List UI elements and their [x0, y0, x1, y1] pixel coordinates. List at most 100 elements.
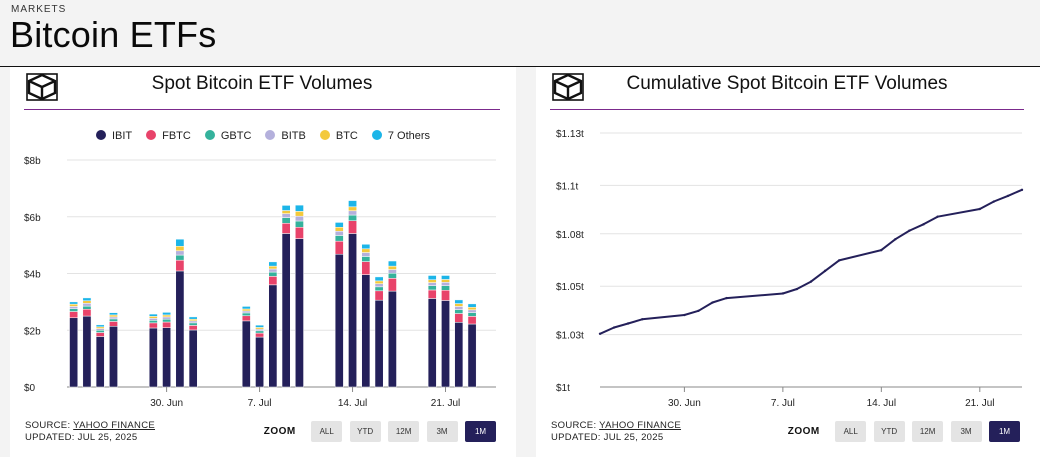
line-point[interactable]: [725, 296, 728, 300]
legend-item[interactable]: FBTC: [146, 130, 191, 142]
bar-segment[interactable]: [69, 311, 79, 319]
bar-segment[interactable]: [441, 285, 450, 291]
bar-segment[interactable]: [95, 324, 105, 328]
bar-segment[interactable]: [268, 265, 278, 270]
legend-item[interactable]: BTC: [319, 130, 358, 142]
bar-segment[interactable]: [241, 306, 251, 310]
bar-segment[interactable]: [148, 322, 158, 329]
bar-segment[interactable]: [467, 323, 477, 388]
bar-segment[interactable]: [268, 284, 278, 388]
bar-segment[interactable]: [188, 322, 198, 326]
bar-segment[interactable]: [268, 261, 278, 267]
bar-segment[interactable]: [281, 217, 291, 224]
bar-segment[interactable]: [69, 301, 79, 305]
bar-segment[interactable]: [281, 213, 291, 218]
bar-segment[interactable]: [109, 321, 118, 327]
bar-segment[interactable]: [175, 254, 185, 261]
bar-segment[interactable]: [295, 220, 304, 228]
bar-segment[interactable]: [334, 226, 344, 232]
bar-segment[interactable]: [388, 265, 397, 270]
bar-segment[interactable]: [268, 268, 278, 273]
bar-segment[interactable]: [454, 322, 464, 388]
bar-segment[interactable]: [188, 318, 198, 322]
bar-segment[interactable]: [255, 336, 264, 388]
bar-segment[interactable]: [348, 233, 357, 388]
bar-segment[interactable]: [95, 330, 105, 333]
bar-segment[interactable]: [454, 309, 464, 314]
bar-segment[interactable]: [374, 299, 384, 388]
bar-segment[interactable]: [427, 298, 437, 388]
bar-segment[interactable]: [374, 290, 384, 301]
legend-item[interactable]: 7 Others: [371, 130, 430, 142]
line-point[interactable]: [837, 259, 841, 262]
zoom-all-button[interactable]: ALL: [311, 421, 343, 442]
bar-segment[interactable]: [295, 211, 304, 217]
bar-segment[interactable]: [255, 327, 264, 330]
bar-segment[interactable]: [241, 310, 251, 314]
line-point[interactable]: [823, 269, 827, 273]
bar-segment[interactable]: [255, 324, 264, 328]
bar-segment[interactable]: [162, 321, 171, 328]
line-point[interactable]: [992, 200, 996, 203]
line-point[interactable]: [1020, 188, 1024, 192]
bar-segment[interactable]: [109, 314, 118, 318]
bar-segment[interactable]: [348, 200, 357, 208]
bar-segment[interactable]: [175, 238, 185, 247]
bar-segment[interactable]: [454, 299, 464, 304]
bar-segment[interactable]: [69, 303, 79, 307]
bar-segment[interactable]: [361, 256, 371, 262]
bar-segment[interactable]: [281, 223, 291, 234]
bar-segment[interactable]: [441, 275, 450, 280]
bar-segment[interactable]: [454, 303, 464, 307]
bar-segment[interactable]: [467, 307, 477, 311]
line-point[interactable]: [683, 313, 686, 317]
bar-segment[interactable]: [388, 260, 397, 267]
zoom-all-button[interactable]: ALL: [835, 421, 867, 442]
bar-segment[interactable]: [388, 269, 397, 274]
bar-segment[interactable]: [427, 275, 437, 280]
bar-segment[interactable]: [241, 312, 251, 317]
bar-segment[interactable]: [148, 316, 158, 319]
bar-segment[interactable]: [281, 210, 291, 214]
bar-segment[interactable]: [374, 276, 384, 282]
zoom-1m-button[interactable]: 1M: [989, 421, 1020, 442]
zoom-3m-button[interactable]: 3M: [426, 421, 458, 442]
bar-segment[interactable]: [162, 314, 171, 318]
bar-segment[interactable]: [348, 210, 357, 216]
bar-segment[interactable]: [188, 329, 198, 388]
line-point[interactable]: [626, 322, 630, 325]
bar-segment[interactable]: [95, 328, 105, 331]
bar-segment[interactable]: [281, 205, 291, 211]
bar-segment[interactable]: [268, 271, 278, 277]
line-point[interactable]: [612, 326, 616, 329]
bar-segment[interactable]: [361, 252, 371, 257]
bar-segment[interactable]: [148, 313, 158, 317]
bar-segment[interactable]: [441, 279, 450, 283]
line-point[interactable]: [795, 287, 799, 291]
bar-segment[interactable]: [175, 250, 185, 256]
bar-segment[interactable]: [82, 315, 92, 388]
bar-segment[interactable]: [241, 308, 251, 312]
bar-segment[interactable]: [334, 230, 344, 236]
bar-segment[interactable]: [361, 261, 371, 275]
line-point[interactable]: [781, 292, 785, 295]
line-point[interactable]: [697, 309, 700, 312]
bar-segment[interactable]: [441, 289, 450, 301]
line-point[interactable]: [1006, 194, 1010, 198]
cumulative-volume-line[interactable]: [599, 188, 1023, 335]
bar-segment[interactable]: [162, 316, 171, 320]
zoom-ytd-button[interactable]: YTD: [873, 421, 905, 442]
bar-segment[interactable]: [427, 285, 437, 291]
legend-item[interactable]: IBIT: [95, 130, 132, 142]
bar-segment[interactable]: [69, 308, 79, 312]
bar-segment[interactable]: [454, 306, 464, 310]
bar-segment[interactable]: [334, 240, 344, 255]
bar-segment[interactable]: [241, 315, 251, 322]
bar-segment[interactable]: [361, 248, 371, 253]
bar-segment[interactable]: [348, 214, 357, 221]
bar-segment[interactable]: [361, 274, 371, 388]
bar-segment[interactable]: [188, 320, 198, 324]
bar-segment[interactable]: [255, 328, 264, 332]
bar-segment[interactable]: [427, 279, 437, 283]
bar-segment[interactable]: [82, 305, 92, 310]
